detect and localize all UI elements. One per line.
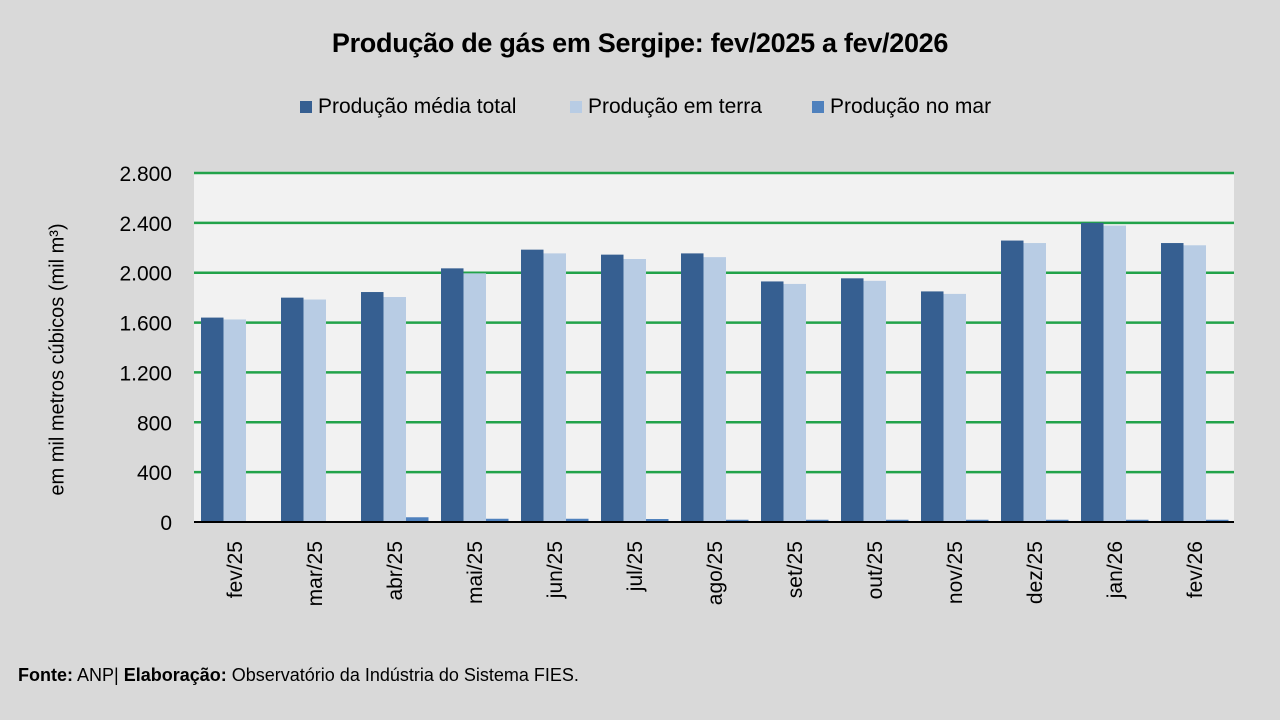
x-tick-label: mar/25 [304,541,327,606]
bar-total [1001,240,1024,522]
bar-terra [463,273,486,522]
x-tick-label: nov/25 [944,541,967,604]
bar-terra [943,293,966,522]
bar-total [1081,222,1104,522]
y-tick-label: 800 [137,412,172,435]
legend-swatch-terra [570,101,582,113]
bar-total [521,249,544,523]
bar-total [841,278,864,522]
y-tick-label: 400 [137,462,172,485]
bar-total [361,292,384,522]
legend-item-total: Produção média total [300,95,516,119]
bar-terra [223,319,246,522]
bar-total [681,253,704,522]
bar-mar [726,519,749,522]
x-tick-label: dez/25 [1024,541,1047,604]
y-tick-label: 2.400 [119,213,172,236]
bar-mar [566,518,589,522]
bar-mar [1206,519,1229,522]
elaboration-value: Observatório da Indústria do Sistema FIE… [231,665,579,685]
source-value: ANP| [77,665,119,685]
legend: Produção média total Produção em terra P… [300,95,1020,121]
bar-terra [543,253,566,522]
y-tick-labels: 0 400 800 1.200 1.600 2.000 2.400 2.800 [119,163,172,535]
x-tick-label: set/25 [784,541,807,598]
bar-total [921,291,944,522]
legend-swatch-total [300,101,312,113]
bar-terra [1023,243,1046,522]
bar-mar [886,519,909,522]
x-tick-labels: fev/25 mar/25 abr/25 mai/25 jun/25 jul/25 ago/… [224,541,1207,606]
bar-total [601,254,624,523]
bar-mar [1046,519,1069,522]
legend-item-terra: Produção em terra [570,95,762,119]
x-tick-label: abr/25 [384,541,407,601]
bar-mar [806,519,829,522]
bar-mar [966,519,989,522]
source-label: Fonte: [18,665,73,685]
bar-total [1161,243,1184,522]
bar-total [441,268,464,522]
y-tick-label: 1.200 [119,362,172,385]
bar-terra [623,259,646,522]
bar-mar [486,518,509,522]
bars [201,222,1229,523]
chart-title: Produção de gás em Sergipe: fev/2025 a f… [331,28,949,58]
y-tick-label: 0 [160,512,172,535]
bar-terra [1183,245,1206,523]
bar-total [281,297,304,522]
x-tick-label: jun/25 [544,541,567,599]
x-tick-label: jul/25 [624,541,647,592]
legend-item-mar: Produção no mar [812,95,991,119]
x-tick-label: jan/26 [1104,541,1127,599]
x-tick-label: ago/25 [704,541,727,605]
x-tick-label: out/25 [864,541,887,599]
bar-total [201,317,224,522]
y-tick-label: 2.800 [119,163,172,186]
bar-terra [703,257,726,522]
y-tick-label: 2.000 [119,263,172,286]
bar-terra [303,299,326,522]
bar-mar [646,519,669,522]
elaboration-label: Elaboração: [123,665,227,685]
bar-terra [1103,225,1126,522]
legend-swatch-mar [812,101,824,113]
bar-terra [783,283,806,522]
bar-terra [863,280,886,522]
x-tick-label: fev/26 [1184,541,1207,598]
x-tick-label: fev/25 [224,541,247,598]
x-tick-label: mai/25 [464,541,487,604]
y-tick-label: 1.600 [119,313,172,336]
legend-label-terra: Produção em terra [588,95,762,118]
bar-terra [383,297,406,522]
bar-total [761,281,784,522]
legend-label-mar: Produção no mar [830,95,992,118]
bar-mar [1126,519,1149,522]
legend-label-total: Produção média total [318,95,517,118]
source-note: Fonte: ANP| Elaboração: Observatório da … [18,665,579,686]
bar-mar [406,517,429,522]
